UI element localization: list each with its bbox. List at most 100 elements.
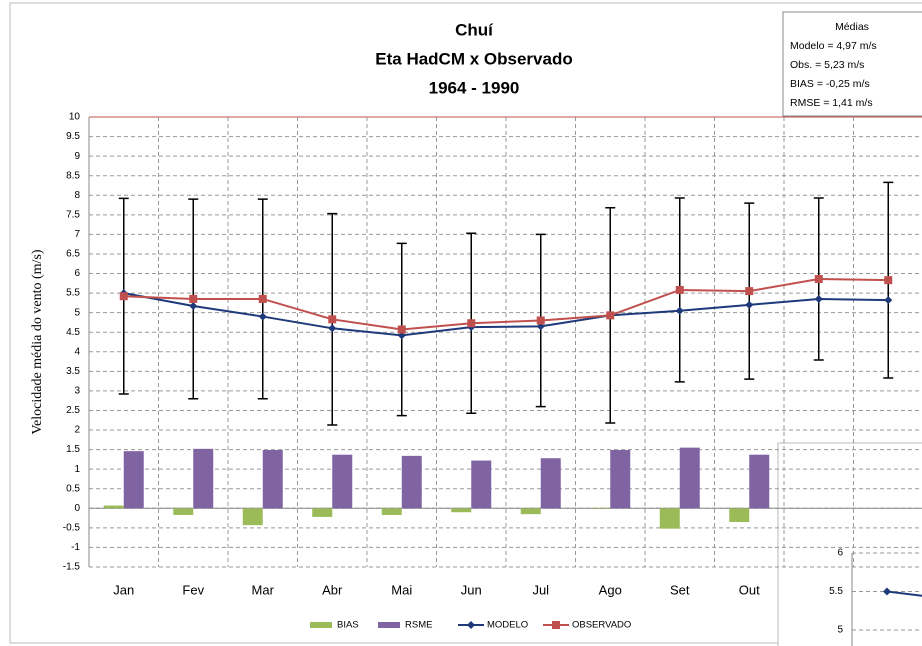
bar — [193, 448, 214, 509]
x-tick-label: Jan — [113, 582, 134, 597]
y-tick-label: -1.5 — [63, 562, 81, 573]
legend-label: RSME — [405, 620, 432, 631]
stats-text: Médias — [835, 21, 869, 33]
bar — [401, 455, 422, 509]
y-tick-label: 4 — [74, 346, 80, 357]
y-tick-label: 5 — [837, 625, 843, 636]
marker — [745, 287, 754, 296]
marker — [189, 294, 198, 303]
stats-text: Modelo = 4,97 m/s — [790, 40, 877, 52]
stats-text: Obs. = 5,23 m/s — [790, 59, 864, 71]
marker — [606, 311, 615, 320]
y-tick-label: 5.5 — [66, 288, 80, 299]
bar — [471, 460, 492, 509]
bar — [123, 451, 144, 509]
marker — [814, 294, 823, 303]
line — [123, 292, 889, 337]
bar — [679, 447, 700, 509]
bar — [610, 450, 631, 509]
y-label: Velocidade média do vento (m/s) — [30, 249, 45, 434]
y-tick-label: 1 — [74, 464, 80, 475]
y-tick-label: 0 — [74, 503, 80, 514]
x-tick-label: Fev — [182, 582, 204, 597]
y-tick-label: -0.5 — [63, 523, 81, 534]
marker — [745, 300, 754, 309]
marker — [884, 296, 893, 305]
stats-box — [782, 11, 922, 117]
y-tick-label: 5 — [74, 307, 80, 318]
title: Eta HadCM x Observado — [375, 49, 572, 68]
y-tick-label: 0.5 — [66, 483, 80, 494]
y-tick-label: 6 — [74, 268, 80, 279]
bar — [729, 508, 750, 522]
y-tick-label: 7 — [74, 229, 80, 240]
marker — [397, 325, 406, 334]
title: Chuí — [455, 20, 494, 39]
legend-swatch — [310, 622, 332, 628]
y-tick-label: 3 — [74, 386, 80, 397]
y-tick-label: -1 — [71, 542, 80, 553]
x-tick-label: Out — [739, 582, 760, 597]
marker — [675, 306, 684, 315]
y-tick-label: 4.5 — [66, 327, 80, 338]
bar — [103, 505, 124, 509]
marker — [328, 315, 337, 324]
x-tick-label: Mar — [252, 582, 275, 597]
legend-swatch — [552, 621, 560, 629]
legend-label: MODELO — [487, 620, 528, 631]
y-tick-label: 2 — [74, 425, 80, 436]
bar — [749, 454, 770, 509]
y-tick-label: 10 — [69, 112, 81, 123]
line — [123, 277, 889, 331]
bar — [173, 508, 194, 515]
marker — [883, 587, 891, 596]
bar — [262, 450, 283, 509]
bar — [312, 508, 333, 517]
stats-text: BIAS = -0,25 m/s — [790, 78, 870, 90]
y-tick-label: 5.5 — [829, 586, 843, 597]
legend-swatch — [467, 621, 475, 629]
bar — [590, 508, 611, 509]
marker — [467, 319, 476, 328]
y-tick-label: 2.5 — [66, 405, 80, 416]
y-tick-label: 8 — [74, 190, 80, 201]
legend-label: BIAS — [337, 620, 359, 631]
title: 1964 - 1990 — [429, 78, 520, 97]
marker — [258, 294, 267, 303]
bar — [381, 508, 402, 515]
marker — [536, 316, 545, 325]
marker — [119, 292, 128, 301]
marker — [814, 275, 823, 283]
y-tick-label: 6.5 — [66, 249, 80, 260]
marker — [189, 302, 198, 310]
marker — [328, 324, 337, 333]
bar — [520, 508, 541, 515]
marker — [884, 276, 893, 285]
x-tick-label: Abr — [322, 582, 343, 597]
stats-text: RMSE = 1,41 m/s — [790, 97, 873, 109]
y-tick-label: 9.5 — [66, 131, 80, 142]
legend-label: OBSERVADO — [572, 620, 631, 631]
y-tick-label: 3.5 — [66, 366, 80, 377]
x-tick-label: Set — [670, 582, 690, 597]
bar — [451, 508, 472, 513]
bar — [332, 454, 353, 509]
inset-box — [777, 442, 922, 646]
marker — [258, 312, 267, 321]
y-tick-label: 6 — [837, 548, 843, 559]
y-tick-label: 9 — [74, 151, 80, 162]
inset: 55.56 — [777, 442, 922, 646]
legend-swatch — [378, 622, 400, 628]
marker — [675, 285, 684, 294]
y-tick-label: 8.5 — [66, 170, 80, 181]
x-tick-label: Mai — [391, 582, 412, 597]
y-tick-label: 7.5 — [66, 209, 80, 220]
y-tick-label: 1.5 — [66, 444, 80, 455]
x-tick-label: Ago — [599, 582, 622, 597]
x-tick-label: Jun — [461, 582, 482, 597]
x-tick-label: Jul — [532, 582, 549, 597]
bar — [659, 508, 680, 529]
bar — [242, 508, 263, 526]
bar — [540, 458, 561, 509]
